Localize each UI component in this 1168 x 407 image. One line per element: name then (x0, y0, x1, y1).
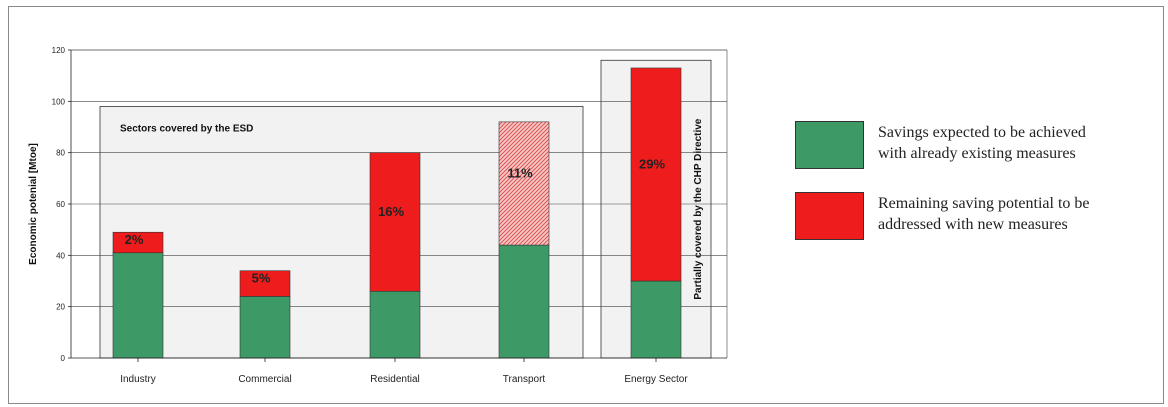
legend-swatch-existing (795, 121, 864, 169)
x-tick-label-3: Transport (503, 374, 546, 385)
x-tick-label-2: Residential (370, 374, 419, 385)
legend-label-remaining-line2: addressed with new measures (878, 216, 1068, 233)
y-tick-label-1: 20 (56, 303, 65, 312)
y-tick-label-4: 80 (56, 149, 65, 158)
legend-label-existing-line2: with already existing measures (878, 145, 1076, 162)
x-tick-label-4: Energy Sector (624, 374, 688, 385)
data-label-remaining-0: 2% (125, 232, 144, 247)
bar-remaining-2 (369, 152, 421, 292)
data-label-remaining-1: 5% (252, 271, 271, 286)
bar-existing-0 (112, 252, 164, 359)
legend-label-existing-line1: Savings expected to be achieved (878, 124, 1086, 141)
y-tick-label-2: 40 (56, 251, 65, 260)
data-label-remaining-4: 29% (639, 156, 665, 171)
bar-existing-4 (630, 280, 682, 359)
bar-remaining-0 (112, 231, 164, 254)
panel-esd-label: Sectors covered by the ESD (120, 123, 253, 134)
y-tick-label-0: 0 (61, 354, 66, 363)
bar-existing-2 (369, 290, 421, 359)
y-tick-label-3: 60 (56, 200, 65, 209)
legend-label-remaining-line1: Remaining saving potential to be (878, 195, 1090, 212)
y-tick-label-5: 100 (52, 97, 66, 106)
data-label-remaining-2: 16% (378, 204, 404, 219)
bar-remaining-4 (630, 67, 682, 282)
bar-existing-3 (498, 244, 550, 359)
data-label-remaining-3: 11% (507, 165, 533, 180)
y-tick-label-6: 120 (52, 46, 66, 55)
axes: 0 20 40 60 80 100 120 Economic potenial [Mtoe] (28, 46, 728, 363)
labels: 2% Industry 5% Commercial 16% Residential 11% T… (120, 156, 688, 385)
bar-remaining-3 (498, 121, 550, 246)
x-tick-label-0: Industry (120, 374, 156, 385)
y-axis-title: Economic potenial [Mtoe] (28, 143, 39, 265)
legend-swatch-remaining (795, 192, 864, 240)
stacked-bar-chart: Sectors covered by the ESD Partially cove… (28, 46, 728, 385)
bar-existing-1 (239, 296, 291, 359)
figure-frame: Sectors covered by the ESD Partially cove… (8, 6, 1164, 404)
bars (112, 67, 682, 359)
bar-remaining-1 (239, 270, 291, 297)
panel-chp-label: Partially covered by the CHP Directive (693, 118, 704, 299)
x-tick-label-1: Commercial (238, 374, 291, 385)
